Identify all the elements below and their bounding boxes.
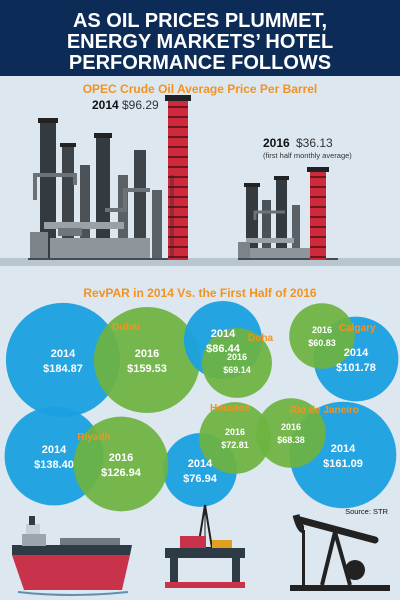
bubble-2014-value-rio-de-janeiro: $161.09: [323, 458, 363, 470]
bubble-2016-houston: [199, 402, 271, 474]
bubble-2016-value-calgary: $60.83: [308, 338, 336, 348]
city-label-dubai: Dubai: [112, 322, 140, 333]
bubble-2016-dubai: [93, 306, 201, 414]
bubble-2014-value-calgary: $101.78: [336, 362, 376, 374]
revpar-title: RevPAR in 2014 Vs. the First Half of 201…: [83, 286, 317, 300]
city-label-riyadh: Riyadh: [77, 432, 110, 443]
header-background: [0, 0, 400, 76]
oil-2016-note: (first half monthly average): [263, 151, 352, 160]
bubble-2016-year-label-rio-de-janeiro: 2016: [281, 422, 301, 432]
oil-2014-year: 2014: [92, 98, 119, 112]
bubble-2016-riyadh: [73, 416, 169, 512]
bubble-2016-doha: [202, 328, 272, 398]
bubble-2014-year-label-riyadh: 2014: [42, 444, 67, 456]
oil-2014-price: $96.29: [122, 98, 159, 112]
oil-2016-price: $36.13: [296, 136, 333, 150]
tanker-ship-icon: [12, 516, 132, 596]
bubble-2016-year-label-doha: 2016: [227, 352, 247, 362]
oil-2016-year: 2016: [263, 136, 290, 150]
oil-chart-title: OPEC Crude Oil Average Price Per Barrel: [83, 82, 318, 96]
bubble-2016-value-dubai: $159.53: [127, 363, 167, 375]
title-line-2: ENERGY MARKETS’ HOTEL: [67, 31, 333, 53]
bubble-2016-rio-de-janeiro: [256, 398, 326, 468]
title-line-1: AS OIL PRICES PLUMMET,: [73, 10, 327, 32]
bubble-2016-value-rio-de-janeiro: $68.38: [277, 435, 305, 445]
bubble-2014-year-label-dubai: 2014: [51, 348, 76, 360]
bubble-2014-year-label-calgary: 2014: [344, 347, 369, 359]
city-label-houston: Houston: [210, 403, 251, 414]
pumpjack-icon: [290, 514, 390, 591]
city-label-rio-de-janeiro: Rio de Janeiro: [290, 405, 359, 416]
bubble-2016-value-houston: $72.81: [221, 440, 249, 450]
city-label-doha: Doha: [248, 333, 273, 344]
bubble-2014-year-label-rio-de-janeiro: 2014: [331, 443, 356, 455]
city-label-calgary: Calgary: [339, 323, 376, 334]
bubble-2014-year-label-houston: 2014: [188, 458, 213, 470]
bubble-2016-calgary: [289, 303, 355, 369]
refinery-2016-icon: [238, 167, 338, 260]
bubble-2016-value-doha: $69.14: [223, 365, 251, 375]
bubble-2014-value-riyadh: $138.40: [34, 459, 74, 471]
bubble-2016-year-label-riyadh: 2016: [109, 452, 133, 464]
bubble-2014-value-doha: $86.44: [206, 343, 241, 355]
source-note: Source: STR: [345, 507, 389, 516]
bubble-2014-value-houston: $76.94: [183, 473, 218, 485]
bubble-2014-year-label-doha: 2014: [211, 328, 236, 340]
bubble-2014-value-dubai: $184.87: [43, 363, 83, 375]
title-line-3: PERFORMANCE FOLLOWS: [69, 52, 331, 74]
revpar-bubbles: 2014$184.872016$159.53Dubai2014$86.44201…: [4, 300, 399, 512]
bubble-2016-year-label-calgary: 2016: [312, 325, 332, 335]
bubble-2016-value-riyadh: $126.94: [101, 467, 142, 479]
bubble-2014-dubai: [5, 302, 121, 418]
ground-strip: [0, 258, 400, 266]
bubble-2016-year-label-houston: 2016: [225, 427, 245, 437]
bubble-2016-year-label-dubai: 2016: [135, 348, 159, 360]
oil-rig-icon: [165, 504, 245, 588]
refinery-2014-icon: [28, 95, 191, 260]
